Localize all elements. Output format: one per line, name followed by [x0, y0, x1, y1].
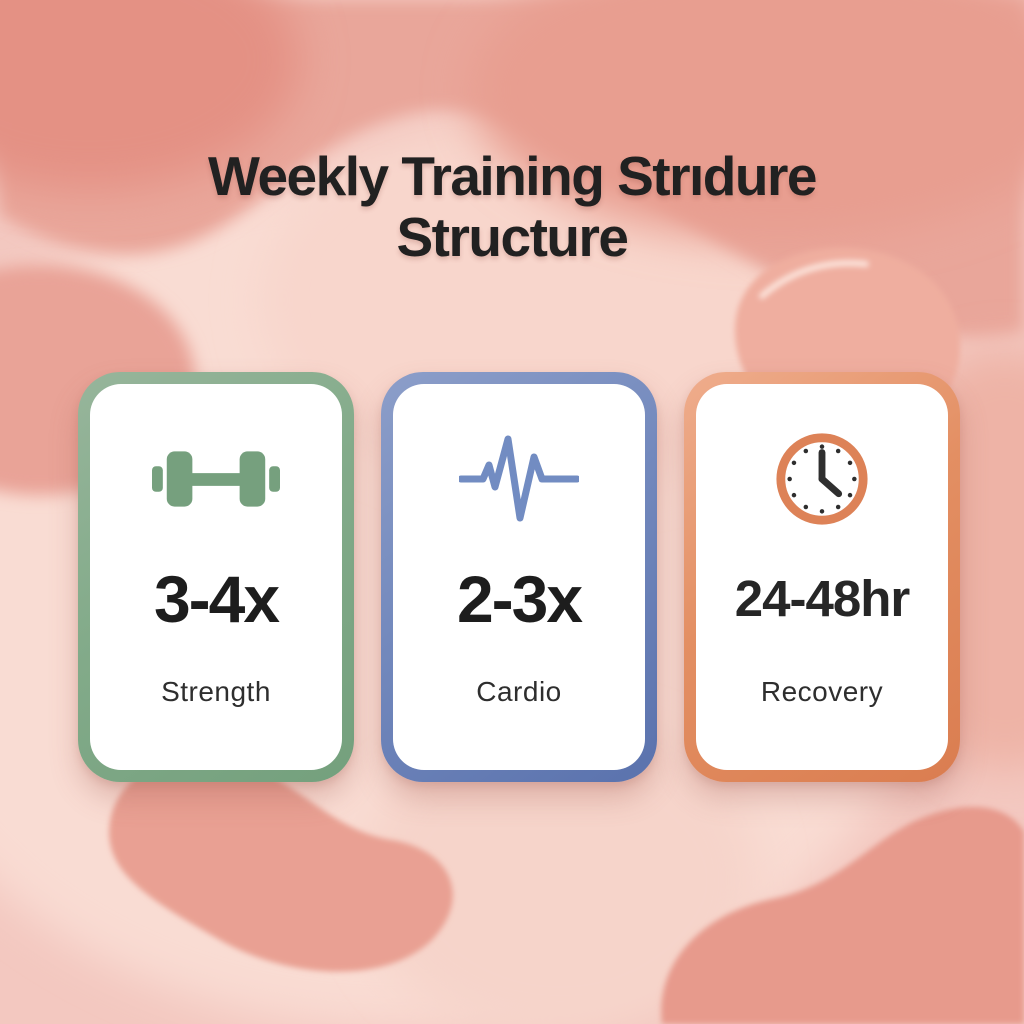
card-strength: 3-4x Strength [78, 372, 354, 782]
recovery-label: Recovery [760, 676, 884, 707]
page-title: Weekly Training Strıdure Structure [0, 146, 1024, 267]
heartbeat-icon [459, 430, 579, 528]
strength-label: Strength [161, 676, 271, 707]
cardio-label: Cardio [476, 676, 562, 707]
page-title-line2: Structure [396, 205, 630, 268]
recovery-duration-value: 24-48hr [734, 570, 910, 627]
dumbbell-icon [152, 430, 280, 528]
cardio-frequency-value: 2-3x [456, 562, 583, 636]
card-strength-body: 3-4x Strength [90, 384, 342, 770]
page-title-line1: Weekly Training Strıdure [208, 145, 817, 207]
card-cardio-body: 2-3x Cardio [393, 384, 645, 770]
card-cardio: 2-3x Cardio [381, 372, 657, 782]
strength-frequency-value: 3-4x [153, 562, 280, 636]
cards-row: 3-4x Strength 2-3x Cardio [78, 372, 960, 782]
card-recovery: 24-48hr Recovery [684, 372, 960, 782]
clock-icon [773, 430, 871, 528]
card-recovery-body: 24-48hr Recovery [696, 384, 948, 770]
